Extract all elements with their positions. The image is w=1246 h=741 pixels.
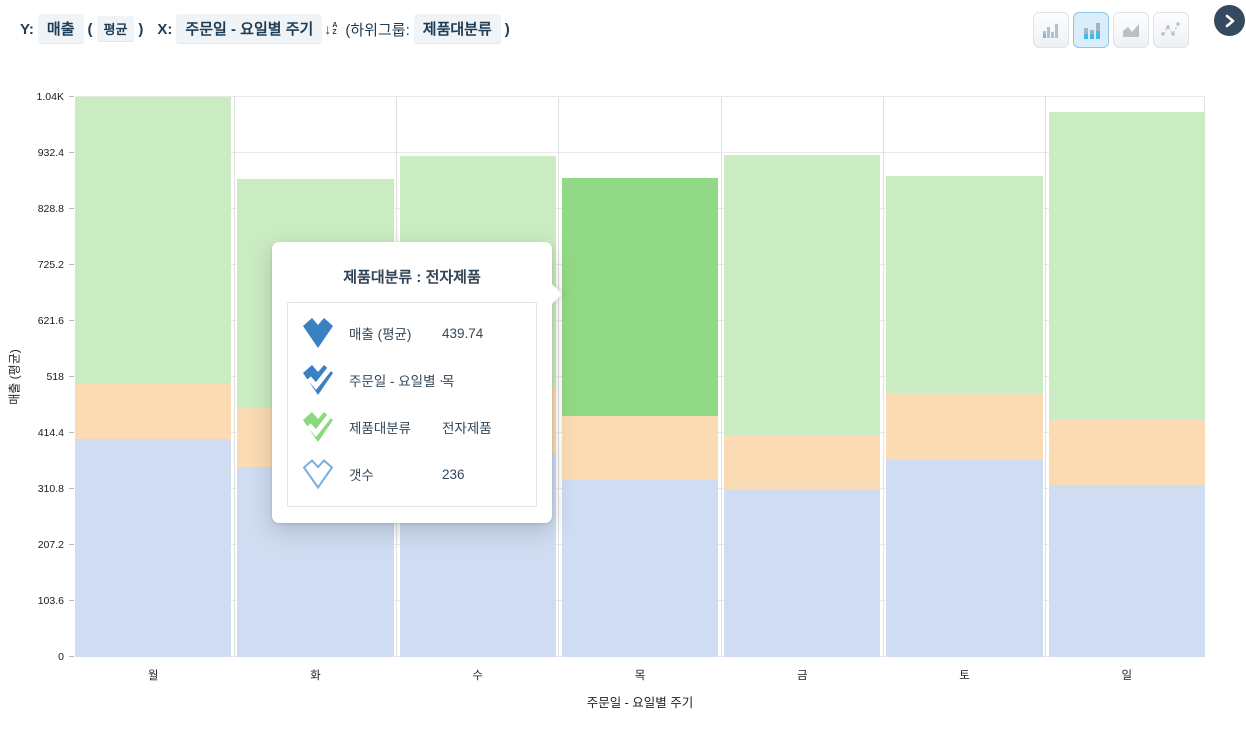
bar-segment[interactable] <box>1048 484 1205 657</box>
heart-outline-icon <box>302 459 334 490</box>
tooltip-row-icon <box>300 316 340 350</box>
y-tick-mark <box>69 656 74 657</box>
highlighted-bar-segment[interactable] <box>561 178 719 416</box>
tooltip-row: 주문일 - 요일별 ⋯목 <box>300 363 524 397</box>
tooltip-row-icon <box>300 457 340 491</box>
tooltip-row-label: 매출 (평균) <box>349 327 412 342</box>
y-tick-mark <box>69 96 74 97</box>
x-axis-title: 주문일 - 요일별 주기 <box>586 696 694 710</box>
bar-segment[interactable] <box>1048 111 1205 419</box>
y-tick-label: 0 <box>58 651 64 663</box>
bar-column-월 <box>75 97 236 657</box>
tooltip-row: 매출 (평균) 439.74 <box>300 316 524 350</box>
subgroup-suffix: ) <box>504 20 510 38</box>
x-tick-label: 화 <box>310 670 321 682</box>
heart-check-green-icon <box>303 412 333 442</box>
bar-segment[interactable] <box>561 480 719 657</box>
y-tick-mark <box>69 208 74 209</box>
tooltip-row-value: 목 <box>442 374 455 389</box>
bar-segment[interactable] <box>1048 418 1205 485</box>
x-tick-label: 목 <box>634 670 646 682</box>
y-tick-mark <box>69 264 74 265</box>
tooltip-row-label: 주문일 - 요일별 ⋯ <box>349 374 442 389</box>
y-axis-prefix: Y: <box>20 20 34 38</box>
open-paren: ( <box>87 20 93 38</box>
y-tick-label: 414.4 <box>37 427 64 439</box>
close-paren: ) <box>138 20 144 38</box>
y-tick-mark <box>69 432 74 433</box>
bar-column-목 <box>561 97 722 657</box>
chevron-right-icon <box>1225 14 1234 27</box>
bar-column-토 <box>886 97 1047 657</box>
tooltip-row: 갯수 236 <box>300 457 524 491</box>
y-field-pill[interactable]: 매출 <box>37 14 84 44</box>
bar-segment[interactable] <box>886 392 1043 460</box>
bar-column-일 <box>1048 97 1205 657</box>
scatter-line-chart-icon[interactable] <box>1153 12 1189 48</box>
bar-segment[interactable] <box>886 459 1043 657</box>
x-tick-label: 월 <box>147 670 159 682</box>
y-tick-label: 932.4 <box>37 147 64 159</box>
tooltip-row: 제품대분류 전자제품 <box>300 410 524 444</box>
y-tick-mark <box>69 376 74 377</box>
y-tick-label: 621.6 <box>37 315 64 327</box>
bar-segment[interactable] <box>561 415 719 481</box>
subgroup-field-pill[interactable]: 제품대분류 <box>413 14 501 44</box>
area-chart-icon[interactable] <box>1113 12 1149 48</box>
y-aggregation-pill[interactable]: 평균 <box>96 16 135 42</box>
x-axis-prefix: X: <box>157 20 173 38</box>
bar-segment[interactable] <box>724 488 881 657</box>
tooltip-row-value: 전자제품 <box>442 421 492 436</box>
bar-column-금 <box>724 97 885 657</box>
tooltip: 제품대분류 : 전자제품 매출 (평균) 439.74 주문일 - 요일별 ⋯목제품… <box>272 242 562 523</box>
y-tick-label: 518 <box>46 371 64 383</box>
y-tick-mark <box>69 488 74 489</box>
y-tick-label: 310.8 <box>37 483 64 495</box>
expand-panel-button[interactable] <box>1214 5 1245 36</box>
heart-check-blue-icon <box>303 365 333 395</box>
bar-segment[interactable] <box>886 175 1043 393</box>
y-tick-label: 1.04K <box>36 91 64 103</box>
y-tick-mark <box>69 600 74 601</box>
tooltip-title: 제품대분류 : 전자제품 <box>343 269 481 286</box>
bar-segment[interactable] <box>75 97 232 384</box>
bar-chart-icon[interactable] <box>1033 12 1069 48</box>
tooltip-row-label: 제품대분류 <box>349 421 412 436</box>
bar-segment[interactable] <box>724 434 881 489</box>
chart-type-switcher <box>1033 12 1189 48</box>
y-tick-label: 207.2 <box>37 539 64 551</box>
tooltip-row-icon <box>300 363 340 397</box>
x-tick-label: 수 <box>472 670 483 682</box>
x-field-pill[interactable]: 주문일 - 요일별 주기 <box>176 14 323 44</box>
y-tick-label: 103.6 <box>37 595 64 607</box>
plot-area <box>75 96 1205 657</box>
x-tick-label: 일 <box>1121 670 1133 682</box>
x-tick-label: 토 <box>959 670 970 682</box>
bar-segment[interactable] <box>75 438 232 657</box>
subgroup-prefix: (하위그룹: <box>345 21 410 39</box>
y-tick-mark <box>69 152 74 153</box>
tooltip-row-value: 236 <box>442 466 465 482</box>
y-axis: 0 103.6 207.2 310.8 414.4 518 621.6 725.2 828.8 9… <box>0 91 75 663</box>
bar-segment[interactable] <box>75 383 232 439</box>
heart-solid-blue-icon <box>303 318 333 348</box>
gridline <box>75 96 1205 97</box>
y-tick-mark <box>69 320 74 321</box>
stacked-bar-chart-icon[interactable] <box>1073 12 1109 48</box>
tooltip-row-value: 439.74 <box>442 325 484 341</box>
tooltip-row-icon <box>300 410 340 444</box>
y-tick-label: 725.2 <box>37 259 64 271</box>
y-tick-label: 828.8 <box>37 203 64 215</box>
x-tick-label: 금 <box>796 670 808 682</box>
tooltip-row-label: 갯수 <box>349 468 374 483</box>
gridline <box>75 152 1205 153</box>
bar-segment[interactable] <box>724 155 881 435</box>
y-tick-mark <box>69 544 74 545</box>
